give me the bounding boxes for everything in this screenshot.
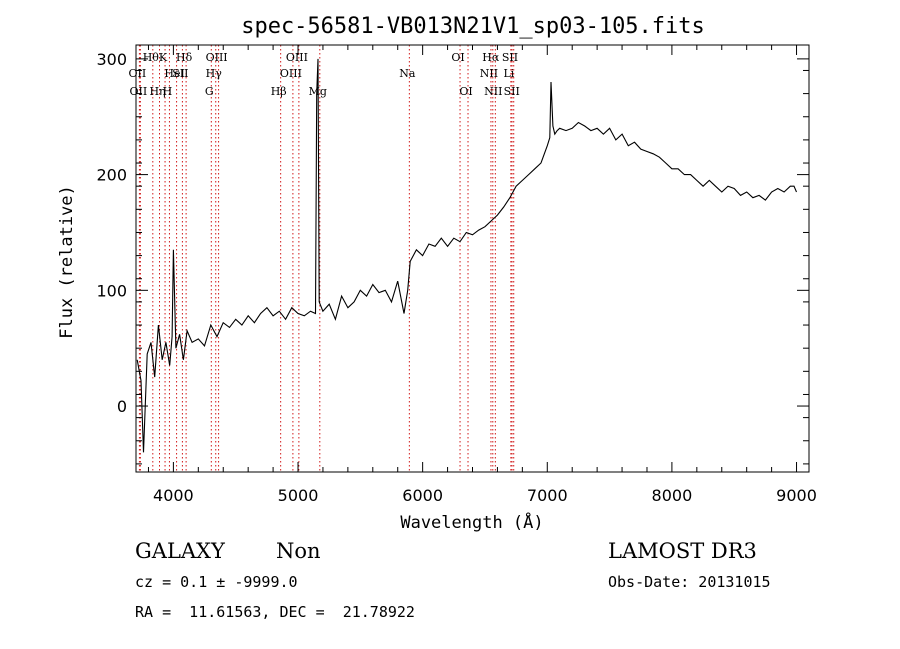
line-marker-label: OIII bbox=[286, 51, 308, 64]
x-tick-label: 6000 bbox=[402, 486, 443, 505]
spectral-line-markers bbox=[138, 45, 515, 472]
line-marker-label: Hδ bbox=[176, 51, 193, 64]
line-marker-label: OI bbox=[451, 51, 464, 64]
line-marker-label: SII bbox=[172, 67, 188, 80]
object-class: GALAXY bbox=[135, 539, 225, 563]
redshift-line: cz = 0.1 ± -9999.0 bbox=[135, 573, 298, 591]
obs-date: Obs-Date: 20131015 bbox=[608, 573, 771, 591]
survey-name: LAMOST DR3 bbox=[608, 539, 757, 563]
line-marker-label: NII bbox=[480, 67, 498, 80]
line-marker-label: Li bbox=[503, 67, 514, 80]
x-axis: 4000 5000 6000 7000 8000 9000 bbox=[147, 45, 817, 505]
chart-title: spec-56581-VB013N21V1_sp03-105.fits bbox=[241, 14, 705, 39]
line-marker-label: OII bbox=[129, 67, 147, 80]
line-marker-label: Hγ bbox=[206, 67, 223, 80]
x-tick-label: 7000 bbox=[527, 486, 568, 505]
x-tick-label: 9000 bbox=[776, 486, 817, 505]
line-marker-label: G bbox=[205, 85, 214, 98]
coordinates: RA = 11.61563, DEC = 21.78922 bbox=[135, 603, 415, 621]
y-tick-label: 300 bbox=[96, 50, 127, 69]
line-marker-label: Hα bbox=[482, 51, 500, 64]
line-marker-label: Na bbox=[399, 67, 416, 80]
y-axis-label: Flux (relative) bbox=[57, 185, 77, 339]
line-marker-label: OIII bbox=[280, 67, 302, 80]
y-tick-label: 200 bbox=[96, 166, 127, 185]
line-marker-label: OIII bbox=[206, 51, 228, 64]
x-tick-label: 4000 bbox=[153, 486, 194, 505]
line-marker-label: Hθ bbox=[143, 51, 160, 64]
spectrum-series-line bbox=[136, 58, 798, 453]
spectral-line-labels: OIIOIIHθHηKHHeIHδSIIGHγOIIIHβOIIIOIIIMgN… bbox=[129, 51, 520, 98]
y-tick-label: 100 bbox=[96, 281, 127, 300]
line-marker-label: NII bbox=[484, 85, 502, 98]
line-marker-label: OI bbox=[459, 85, 472, 98]
line-marker-label: SII bbox=[502, 51, 518, 64]
line-marker-label: H bbox=[163, 85, 173, 98]
y-tick-label: 0 bbox=[117, 397, 127, 416]
line-marker-label: Hη bbox=[149, 85, 165, 98]
line-marker-label: SII bbox=[504, 85, 520, 98]
line-marker-label: K bbox=[159, 51, 168, 64]
x-tick-label: 5000 bbox=[278, 486, 319, 505]
x-tick-label: 8000 bbox=[652, 486, 693, 505]
line-marker-label: HeI bbox=[164, 67, 184, 80]
y-axis: 0 100 200 300 bbox=[96, 50, 809, 465]
object-subclass: Non bbox=[276, 539, 321, 563]
x-axis-label: Wavelength (Å) bbox=[400, 511, 543, 533]
line-marker-label: Hβ bbox=[271, 85, 287, 98]
plot-frame bbox=[135, 44, 810, 473]
line-marker-label: OII bbox=[130, 85, 148, 98]
